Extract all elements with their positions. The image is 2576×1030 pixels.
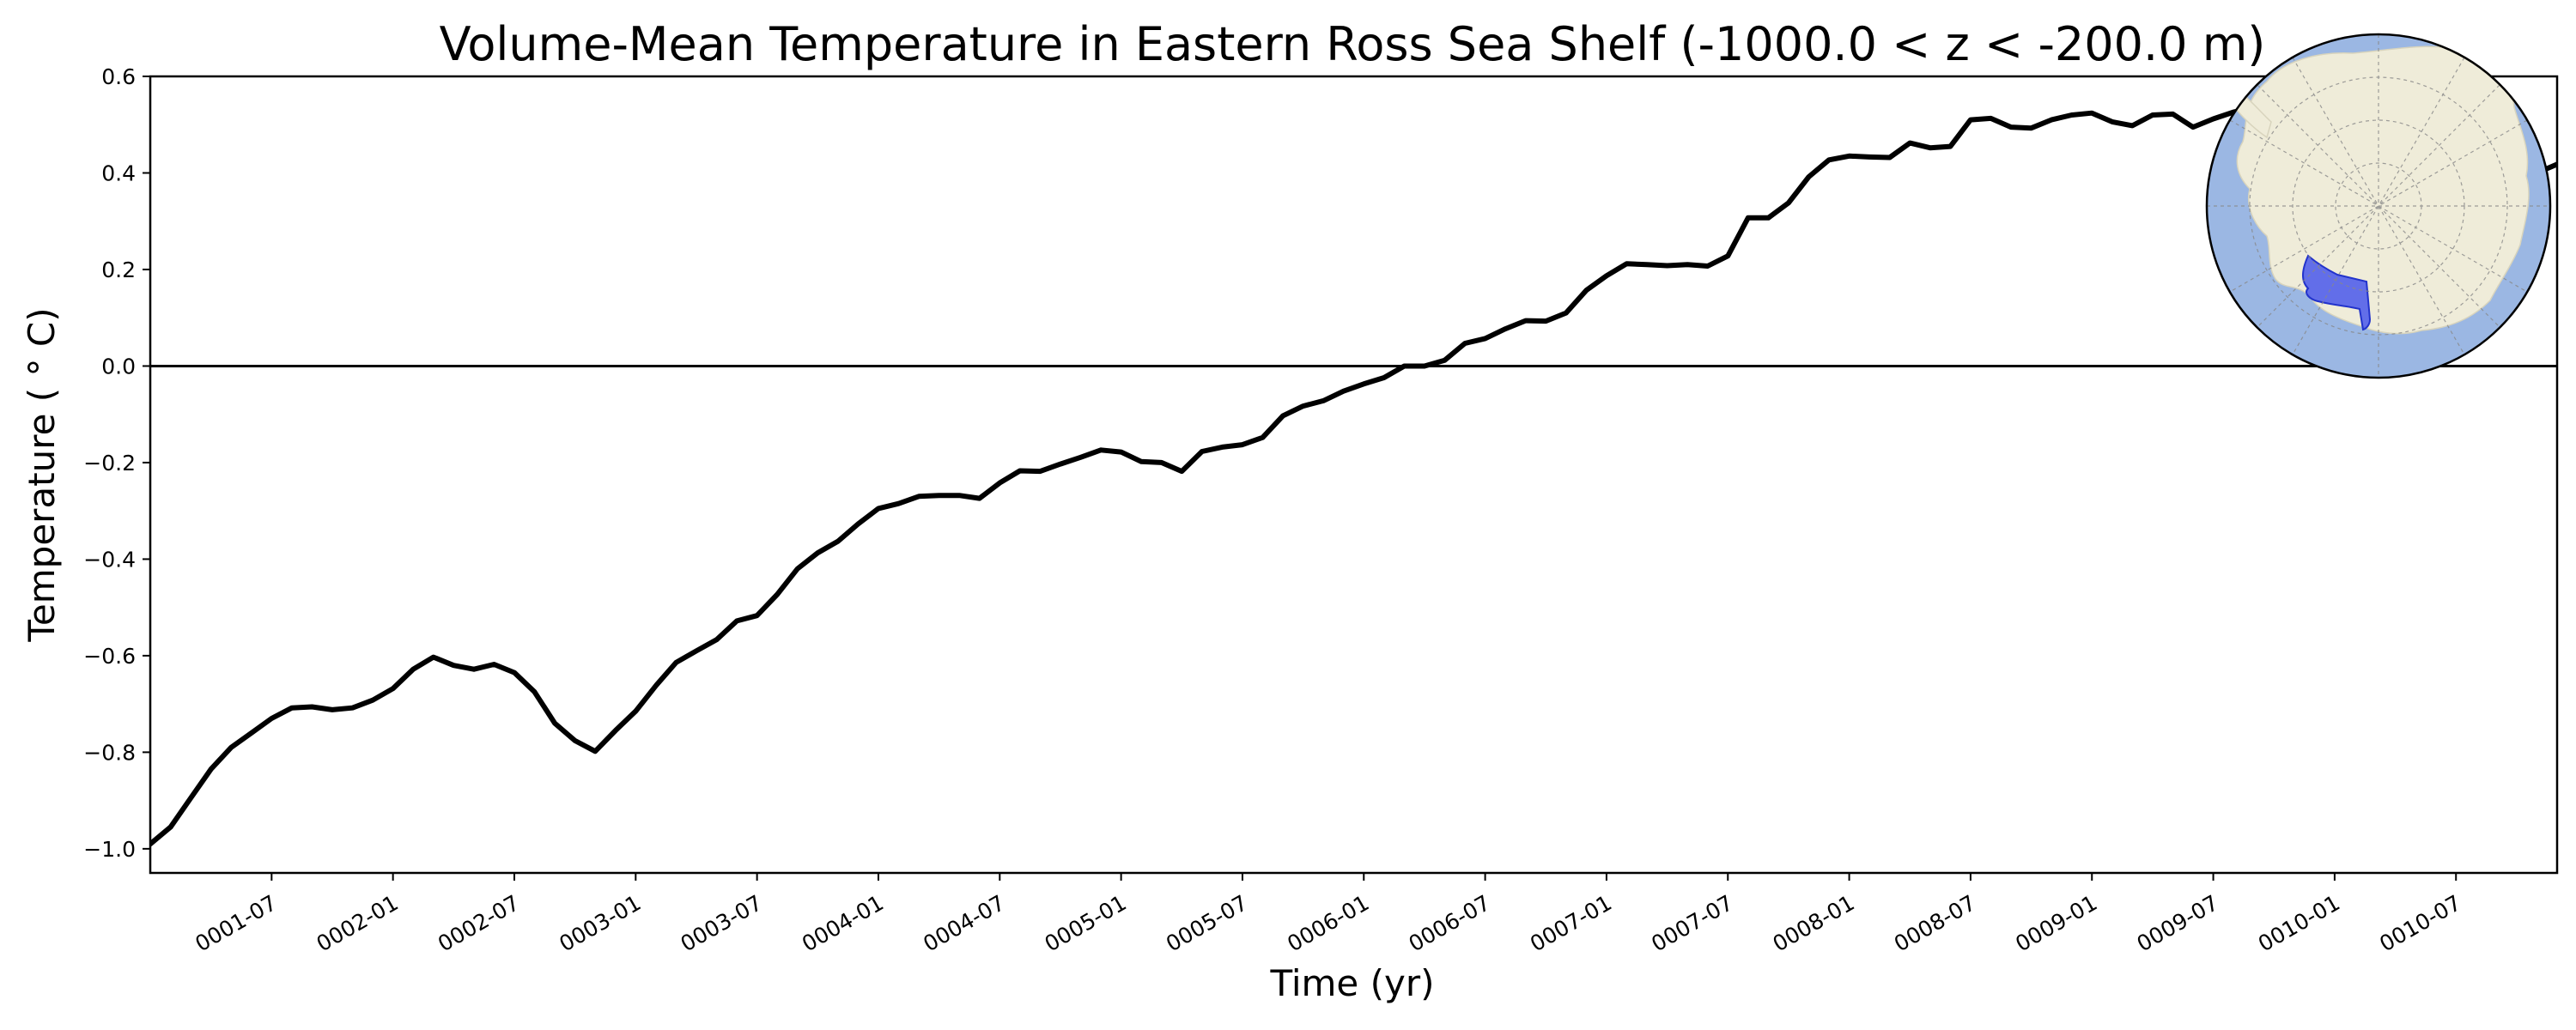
- y-axis-ticks: −1.0 −0.8 −0.6 −0.4 −0.2 0.0 0.2 0.4 0.6: [83, 64, 150, 862]
- x-tick-label: 0008-01: [1769, 890, 1859, 956]
- x-tick-label: 0002-01: [313, 890, 403, 956]
- x-tick-label: 0006-07: [1405, 890, 1495, 956]
- x-tick-label: 0010-07: [2375, 890, 2465, 956]
- x-tick-label: 0003-07: [677, 890, 767, 956]
- antarctica-inset-map: [2205, 33, 2552, 379]
- x-tick-label: 0006-01: [1283, 890, 1373, 956]
- x-axis-ticks: 0001-07 0002-01 0002-07 0003-01 0003-07 0004-…: [191, 873, 2465, 956]
- x-tick-label: 0009-07: [2133, 890, 2223, 956]
- x-tick-label: 0003-01: [555, 890, 645, 956]
- x-tick-label: 0005-01: [1041, 890, 1131, 956]
- x-tick-label: 0004-07: [919, 890, 1009, 956]
- y-tick-label: 0.0: [101, 354, 136, 379]
- y-tick-label: −0.4: [83, 547, 136, 572]
- y-tick-label: −0.6: [83, 644, 136, 669]
- inset-graticule: [2207, 34, 2550, 378]
- plot-frame: [149, 75, 2559, 875]
- x-tick-label: 0004-01: [798, 890, 888, 956]
- y-tick-label: −1.0: [83, 837, 136, 862]
- chart-title: Volume-Mean Temperature in Eastern Ross …: [440, 17, 2266, 71]
- x-tick-label: 0007-01: [1526, 890, 1616, 956]
- y-tick-label: 0.6: [101, 64, 136, 89]
- x-tick-label: 0001-07: [191, 890, 281, 956]
- temperature-series-line: [150, 105, 2557, 847]
- inset-ross-shelf-region: [2302, 254, 2372, 331]
- x-axis-label: Time (yr): [1269, 962, 1434, 1004]
- y-tick-label: 0.4: [101, 161, 136, 185]
- x-tick-label: 0007-07: [1647, 890, 1737, 956]
- x-tick-label: 0010-01: [2254, 890, 2344, 956]
- y-tick-label: −0.2: [83, 451, 136, 476]
- y-tick-label: 0.2: [101, 258, 136, 282]
- x-tick-label: 0005-07: [1162, 890, 1252, 956]
- y-tick-label: −0.8: [83, 740, 136, 765]
- x-tick-label: 0002-07: [434, 890, 524, 956]
- x-tick-label: 0008-07: [1890, 890, 1980, 956]
- plot-area: [150, 76, 2557, 873]
- inset-map-border: [2205, 33, 2552, 379]
- x-tick-label: 0009-01: [2011, 890, 2101, 956]
- y-axis-label: Temperature ( ° C): [21, 307, 63, 642]
